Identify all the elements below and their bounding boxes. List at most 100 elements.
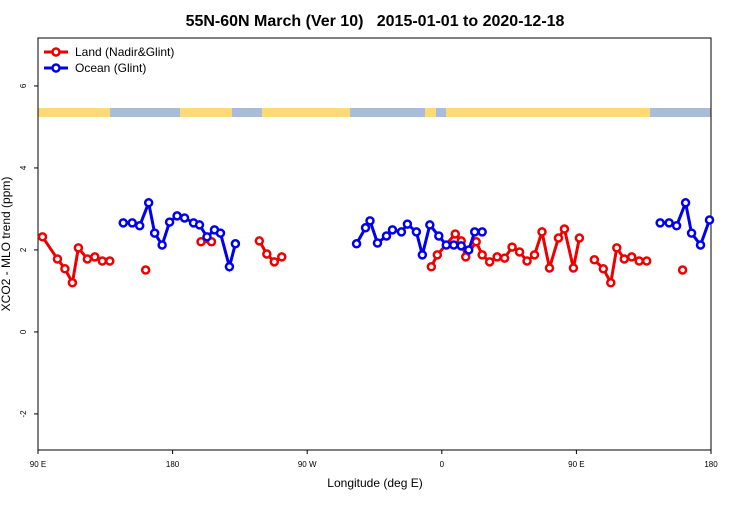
y-tick-label: -2 — [19, 410, 28, 418]
point — [134, 221, 145, 231]
point — [463, 245, 474, 255]
point — [269, 257, 280, 267]
series-line — [42, 229, 682, 283]
point — [425, 220, 435, 230]
point — [196, 236, 206, 247]
point — [90, 252, 100, 262]
point — [606, 277, 616, 288]
point — [655, 218, 665, 228]
point — [477, 227, 487, 237]
point — [634, 256, 644, 266]
point — [67, 277, 78, 288]
point — [351, 239, 362, 249]
point — [37, 232, 48, 242]
point — [179, 213, 190, 223]
legend-label: Land (Nadir&Glint) — [75, 45, 174, 59]
plot-frame — [37, 37, 712, 451]
point — [612, 243, 622, 253]
map-ocean — [650, 108, 711, 117]
point — [82, 254, 93, 264]
map-ocean — [110, 108, 180, 117]
point — [626, 252, 637, 262]
point — [484, 257, 495, 267]
point — [553, 233, 564, 243]
point — [149, 228, 160, 238]
point — [680, 198, 691, 208]
point — [52, 254, 63, 264]
point — [417, 250, 428, 260]
point — [381, 231, 392, 241]
point — [529, 250, 540, 260]
point — [143, 198, 154, 208]
x-axis-label: Longitude (deg E) — [327, 476, 422, 490]
map-ocean — [436, 108, 446, 117]
legend-label: Ocean (Glint) — [75, 61, 146, 75]
point — [360, 223, 371, 233]
map-ocean — [350, 108, 425, 117]
point — [426, 262, 437, 272]
y-tick-label: 2 — [19, 247, 28, 252]
point — [140, 265, 151, 275]
point — [262, 249, 272, 259]
y-tick-label: 4 — [19, 165, 28, 170]
point — [507, 242, 517, 252]
point — [157, 240, 167, 250]
y-tick-label: 6 — [19, 83, 28, 88]
point — [215, 228, 226, 238]
point — [365, 216, 375, 226]
point — [522, 256, 532, 266]
y-axis-label: XCO2 - MLO trend (ppm) — [0, 177, 13, 312]
point — [704, 215, 715, 225]
point — [105, 256, 115, 266]
point — [450, 229, 461, 239]
point — [695, 240, 706, 250]
point — [492, 252, 502, 262]
chart-title: 55N-60N March (Ver 10) 2015-01-01 to 202… — [186, 13, 565, 30]
point — [456, 241, 466, 251]
point — [372, 238, 383, 248]
point — [619, 254, 630, 264]
point — [537, 227, 547, 237]
point — [664, 218, 674, 228]
point — [469, 227, 480, 237]
x-tick-label: 90 E — [568, 460, 584, 469]
point — [514, 247, 525, 257]
point — [254, 236, 265, 246]
point — [277, 252, 287, 262]
legend-marker — [51, 47, 61, 57]
map-ocean — [232, 108, 262, 117]
y-tick-label: 0 — [19, 329, 28, 334]
point — [568, 263, 579, 273]
point — [671, 221, 682, 231]
point — [127, 218, 137, 228]
point — [677, 265, 688, 275]
x-tick-label: 180 — [704, 460, 718, 469]
point — [441, 240, 452, 250]
point — [396, 227, 407, 237]
map-strip — [38, 108, 711, 117]
point — [477, 250, 487, 260]
point — [449, 240, 459, 250]
point — [202, 232, 212, 242]
x-tick-label: 180 — [166, 460, 180, 469]
point — [544, 263, 555, 273]
x-tick-label: 90 E — [30, 460, 46, 469]
point — [686, 228, 697, 238]
point — [224, 262, 235, 272]
point — [164, 217, 175, 227]
point — [411, 227, 422, 237]
x-tick-label: 90 W — [298, 460, 317, 469]
point — [434, 231, 444, 241]
point — [387, 225, 398, 235]
point — [230, 239, 241, 249]
point — [60, 264, 70, 274]
x-tick-label: 0 — [440, 460, 445, 469]
point — [172, 211, 182, 221]
point — [589, 255, 600, 265]
point — [432, 250, 443, 260]
point — [598, 264, 609, 274]
point — [73, 243, 84, 253]
point — [97, 256, 108, 266]
